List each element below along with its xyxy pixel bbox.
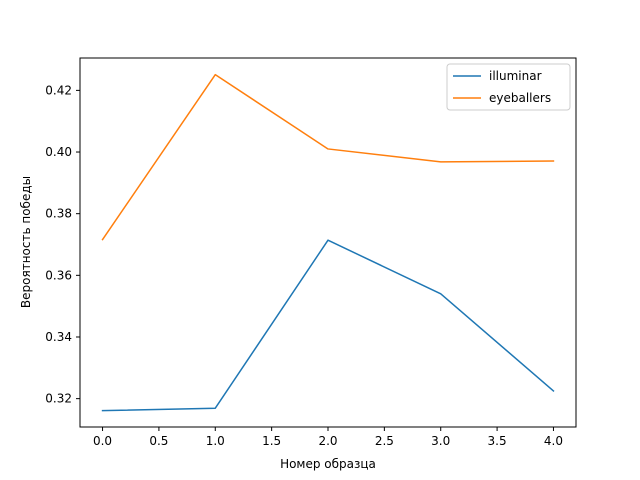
y-axis-label: Вероятность победы	[19, 176, 33, 308]
x-tick-label: 3.0	[431, 434, 450, 448]
y-tick-label: 0.40	[45, 145, 72, 159]
series-line-eyeballers	[101, 73, 555, 241]
y-tick-label: 0.34	[45, 330, 72, 344]
legend-label-eyeballers: eyeballers	[489, 91, 551, 105]
series-lines	[101, 73, 555, 412]
y-axis-ticks: 0.32 0.34 0.36 0.38 0.40 0.42	[45, 83, 80, 406]
y-tick-label: 0.42	[45, 83, 72, 97]
x-tick-label: 1.0	[206, 434, 225, 448]
y-tick-label: 0.38	[45, 207, 72, 221]
y-tick-label: 0.36	[45, 268, 72, 282]
x-tick-label: 0.5	[149, 434, 168, 448]
x-tick-label: 3.5	[488, 434, 507, 448]
x-tick-label: 1.5	[262, 434, 281, 448]
x-tick-label: 2.0	[318, 434, 337, 448]
legend: illuminar eyeballers	[446, 63, 571, 111]
series-line-illuminar	[101, 239, 555, 412]
legend-label-illuminar: illuminar	[489, 69, 542, 83]
x-tick-label: 0.0	[93, 434, 112, 448]
y-tick-label: 0.32	[45, 392, 72, 406]
x-tick-label: 4.0	[544, 434, 563, 448]
x-axis-label: Номер образца	[280, 457, 376, 471]
x-axis-ticks: 0.0 0.5 1.0 1.5 2.0 2.5 3.0 3.5 4.0	[93, 427, 563, 448]
x-tick-label: 2.5	[375, 434, 394, 448]
